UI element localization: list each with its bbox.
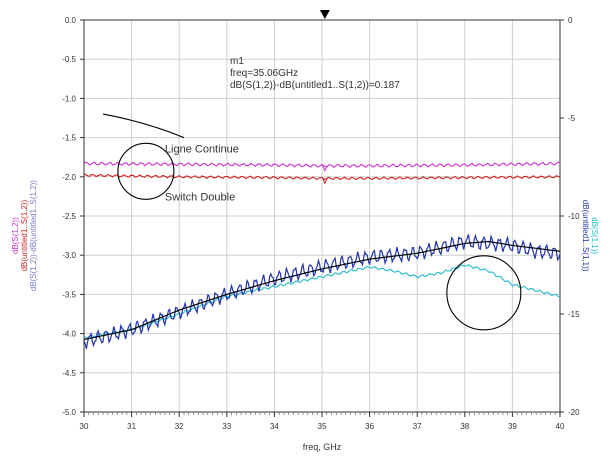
axis-labels: freq, GHz dB(S(1,2)) dB(untitled1..S(1,2))… [11,180,599,452]
right-axis-label: dB(S(1,1)) [590,217,599,254]
highlight-circles [102,113,522,331]
x-axis-label: freq, GHz [303,442,342,452]
series-line [83,240,561,341]
annotation-label: Ligne Continue [165,143,239,155]
right-axis-label: dB(untitled1..S(1,1)) [581,200,590,272]
x-tick-label: 33 [222,422,231,431]
grid [84,20,560,412]
y-right-tick-label: 0 [568,16,573,25]
annotations: Ligne Continue Switch Double [165,143,239,203]
y-left-tick-label: -2.5 [62,212,76,221]
series-dip [322,178,328,185]
x-tick-label: 39 [508,422,517,431]
x-tick-label: 35 [318,422,327,431]
y-right-tick-label: -20 [568,408,580,417]
y-right-tick-label: -10 [568,212,580,221]
y-left-tick-label: -1.0 [62,94,76,103]
marker-triangle-icon[interactable] [319,10,330,19]
annotation-label: Switch Double [165,191,235,203]
x-tick-label: 32 [175,422,184,431]
x-tick-label: 37 [413,422,422,431]
series-line [83,173,561,181]
marker-readout-line: freq=35.06GHz [230,68,298,79]
y-right-tick-label: -15 [568,310,580,319]
x-tick-label: 31 [127,422,136,431]
x-tick-label: 38 [460,422,469,431]
series-dip [322,165,328,173]
tick-labels: 30 31 32 33 34 35 36 37 38 39 40 0.0 -0.5 -1.0 -1.5 -2.… [62,16,580,431]
y-left-tick-label: 0.0 [65,16,77,25]
y-right-tick-label: -5 [568,114,576,123]
y-left-tick-label: -1.5 [62,134,76,143]
y-left-tick-label: -0.5 [62,55,76,64]
highlight-circle [117,142,175,200]
left-axis-label: dB(S(1,2)) [11,217,20,254]
y-left-tick-label: -3.5 [62,290,76,299]
y-left-tick-label: -2.0 [62,173,76,182]
x-tick-label: 36 [365,422,374,431]
y-left-tick-label: -3.0 [62,251,76,260]
y-left-tick-label: -4.5 [62,369,76,378]
x-tick-label: 34 [270,422,279,431]
x-tick-label: 40 [556,422,565,431]
highlight-circle [446,255,522,331]
y-left-tick-label: -4.0 [62,330,76,339]
series-line [83,161,561,169]
marker-readout-line: dB(S(1,2))-dB(untitled1..S(1,2))=0.187 [230,80,400,91]
marker-m1: m1freq=35.06GHzdB(S(1,2))-dB(untitled1..… [230,10,400,91]
x-tick-label: 30 [80,422,89,431]
pointer-line [102,113,185,139]
y-left-tick-label: -5.0 [62,408,76,417]
left-axis-label: dB(S(1,2))-dB(untitled1..S(1,2)) [29,180,38,291]
marker-readout-line: m1 [230,56,244,67]
series-line [83,233,561,349]
series-group [83,161,561,349]
left-axis-label: dB(untitled1..S(1,2)) [20,199,29,271]
